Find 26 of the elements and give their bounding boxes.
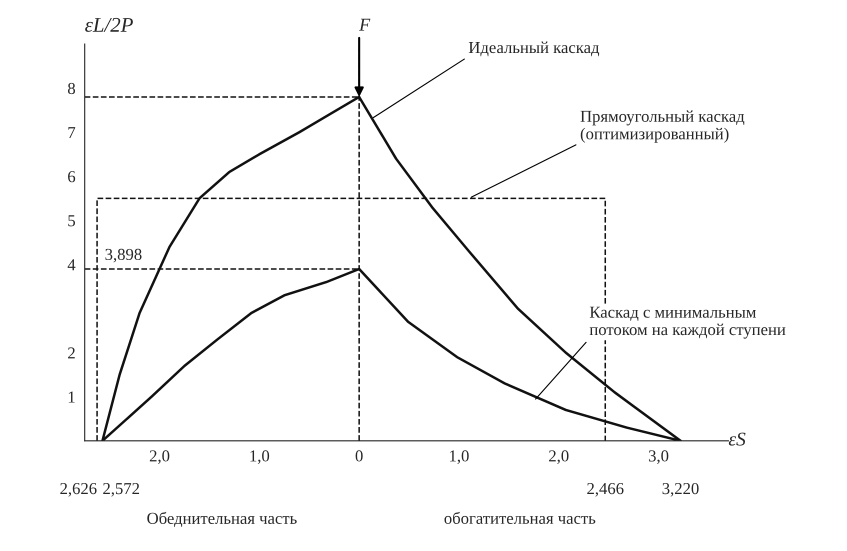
x-tick-label: 1,0: [450, 450, 469, 464]
y-tick-label: 7: [68, 127, 76, 138]
text: обогатительная часть: [444, 512, 596, 524]
x-axis-title: εS: [728, 432, 746, 446]
y-tick-label: 5: [68, 215, 76, 226]
x-tick-label: 1,0: [250, 450, 270, 464]
annotation: Каскад с минимальным потоком на каждой ступени: [590, 306, 786, 339]
annotation: 2,572: [103, 482, 140, 497]
y-tick-label: 1: [68, 392, 75, 403]
annotation: 2,466: [587, 482, 624, 497]
annotation: F: [359, 18, 370, 31]
text: Обеднительная часть: [147, 512, 297, 528]
annotation: Прямоугольный каскад (оптимизированный): [580, 110, 744, 143]
x-tick-label: 0: [356, 450, 363, 462]
y-axis-title: εL/2P: [85, 18, 133, 32]
annotation: 3,898: [105, 248, 142, 262]
x-tick-label: 3,0: [648, 450, 668, 464]
y-tick-label: 2: [68, 347, 75, 358]
annotation: Идеальный каскад: [468, 42, 600, 56]
y-tick-label: 4: [68, 259, 76, 270]
annotation: 2,626: [60, 482, 97, 497]
x-tick-label: 2,0: [150, 450, 170, 464]
y-tick-label: 6: [68, 171, 76, 182]
x-tick-label: 2,0: [549, 450, 569, 464]
annotation: 3,220: [662, 482, 699, 497]
y-tick-label: 8: [68, 82, 76, 94]
